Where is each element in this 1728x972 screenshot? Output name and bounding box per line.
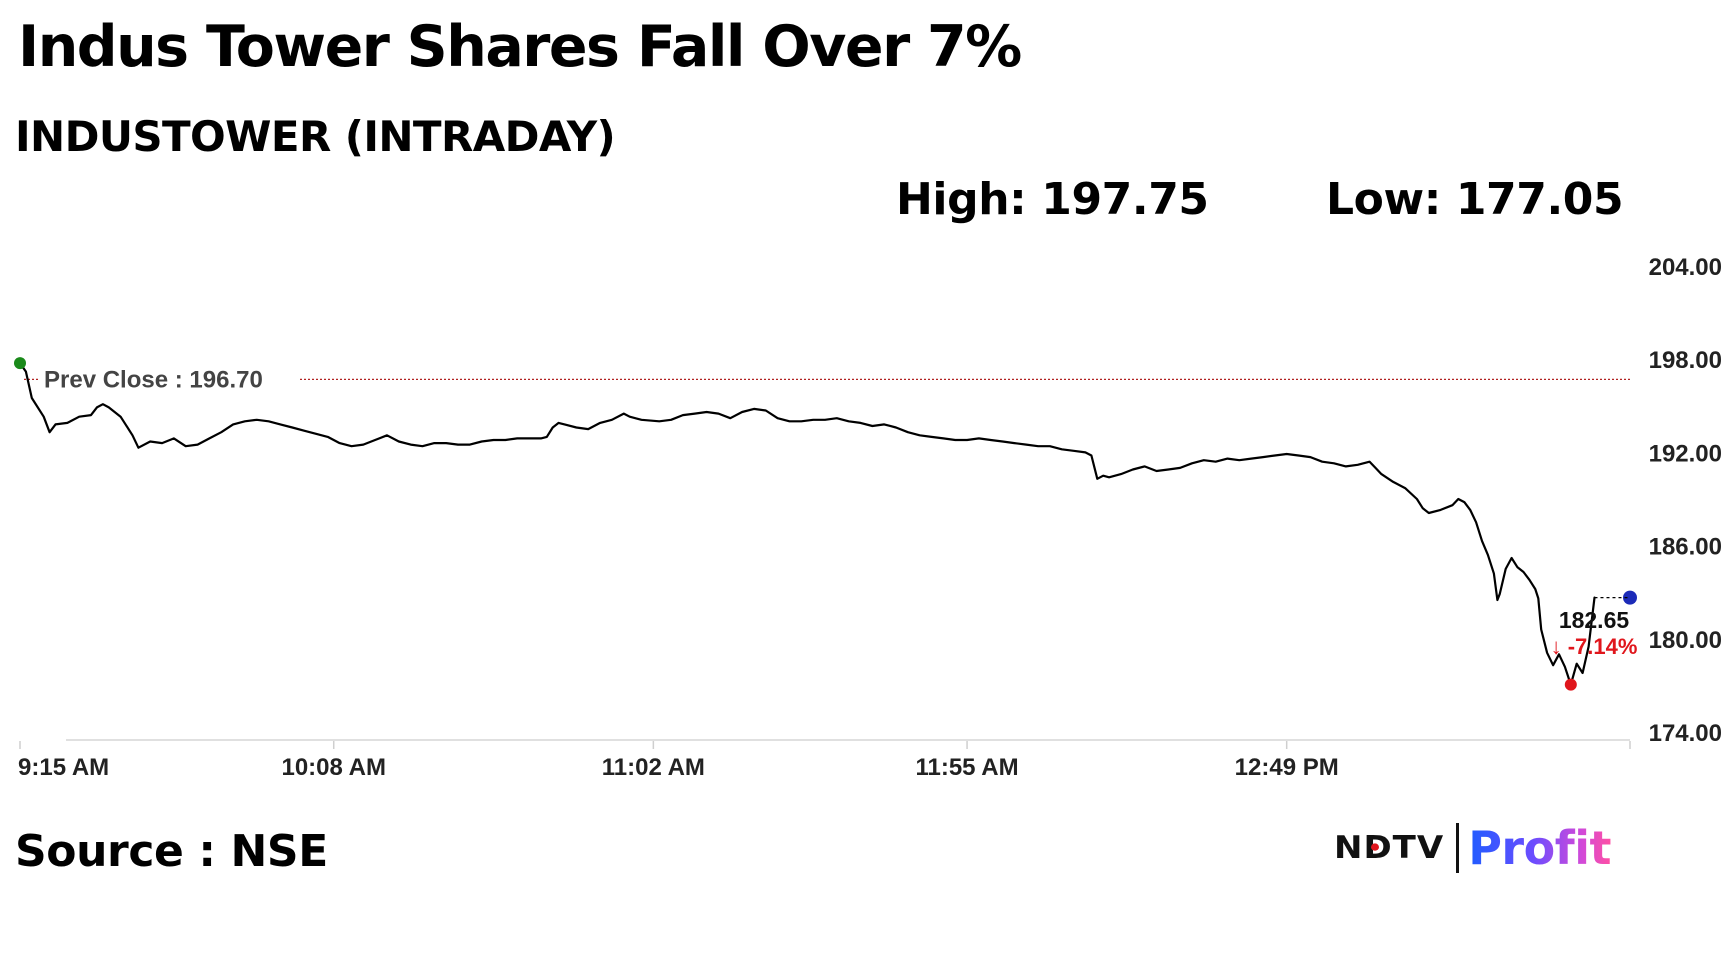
open-price-marker [14,357,26,370]
day-low-value: Low: 177.05 [1326,174,1624,225]
chart-subtitle: INDUSTOWER (INTRADAY) [15,112,616,161]
prev-close-label: Prev Close : 196.70 [44,366,263,393]
brand-logo: NDTV Profit [1334,820,1611,876]
y-tick-label: 192.00 [1649,440,1722,467]
headline: Indus Tower Shares Fall Over 7% [18,14,1022,80]
y-axis: 204.00 198.00 192.00 186.00 180.00 174.00 [1649,254,1722,747]
y-tick-label: 180.00 [1649,627,1722,654]
last-change-label: ↓ -7.14% [1551,634,1638,659]
x-tick-label: 10:08 AM [281,754,385,781]
brand-ndtv-text: NDTV [1334,829,1445,867]
brand-dot-icon [1371,843,1379,851]
y-tick-label: 174.00 [1649,720,1722,747]
y-tick-label: 186.00 [1649,534,1722,561]
x-tick-label: 11:02 AM [602,754,705,781]
source-note: Source : NSE [15,826,328,877]
y-tick-label: 204.00 [1649,254,1722,281]
brand-profit-wordmark: Profit [1468,821,1611,875]
price-markers: 182.65↓ -7.14% [14,357,1637,691]
brand-ndtv-wordmark: NDTV [1334,830,1444,867]
x-tick-label: 12:49 PM [1235,754,1339,781]
price-line [18,362,1596,686]
last-price-marker [1623,590,1637,605]
brand-divider [1456,823,1460,873]
y-tick-label: 198.00 [1649,347,1722,374]
prev-close-reference: Prev Close : 196.70 [24,366,1630,393]
price-series [18,362,1596,686]
day-low-marker [1564,678,1577,691]
last-price-label: 182.65 [1559,607,1630,633]
day-high-value: High: 197.75 [896,174,1209,225]
x-tick-label: 9:15 AM [18,754,109,781]
x-axis: 9:15 AM 10:08 AM 11:02 AM 11:55 AM 12:49 PM [18,739,1631,781]
x-tick-label: 11:55 AM [915,754,1018,781]
